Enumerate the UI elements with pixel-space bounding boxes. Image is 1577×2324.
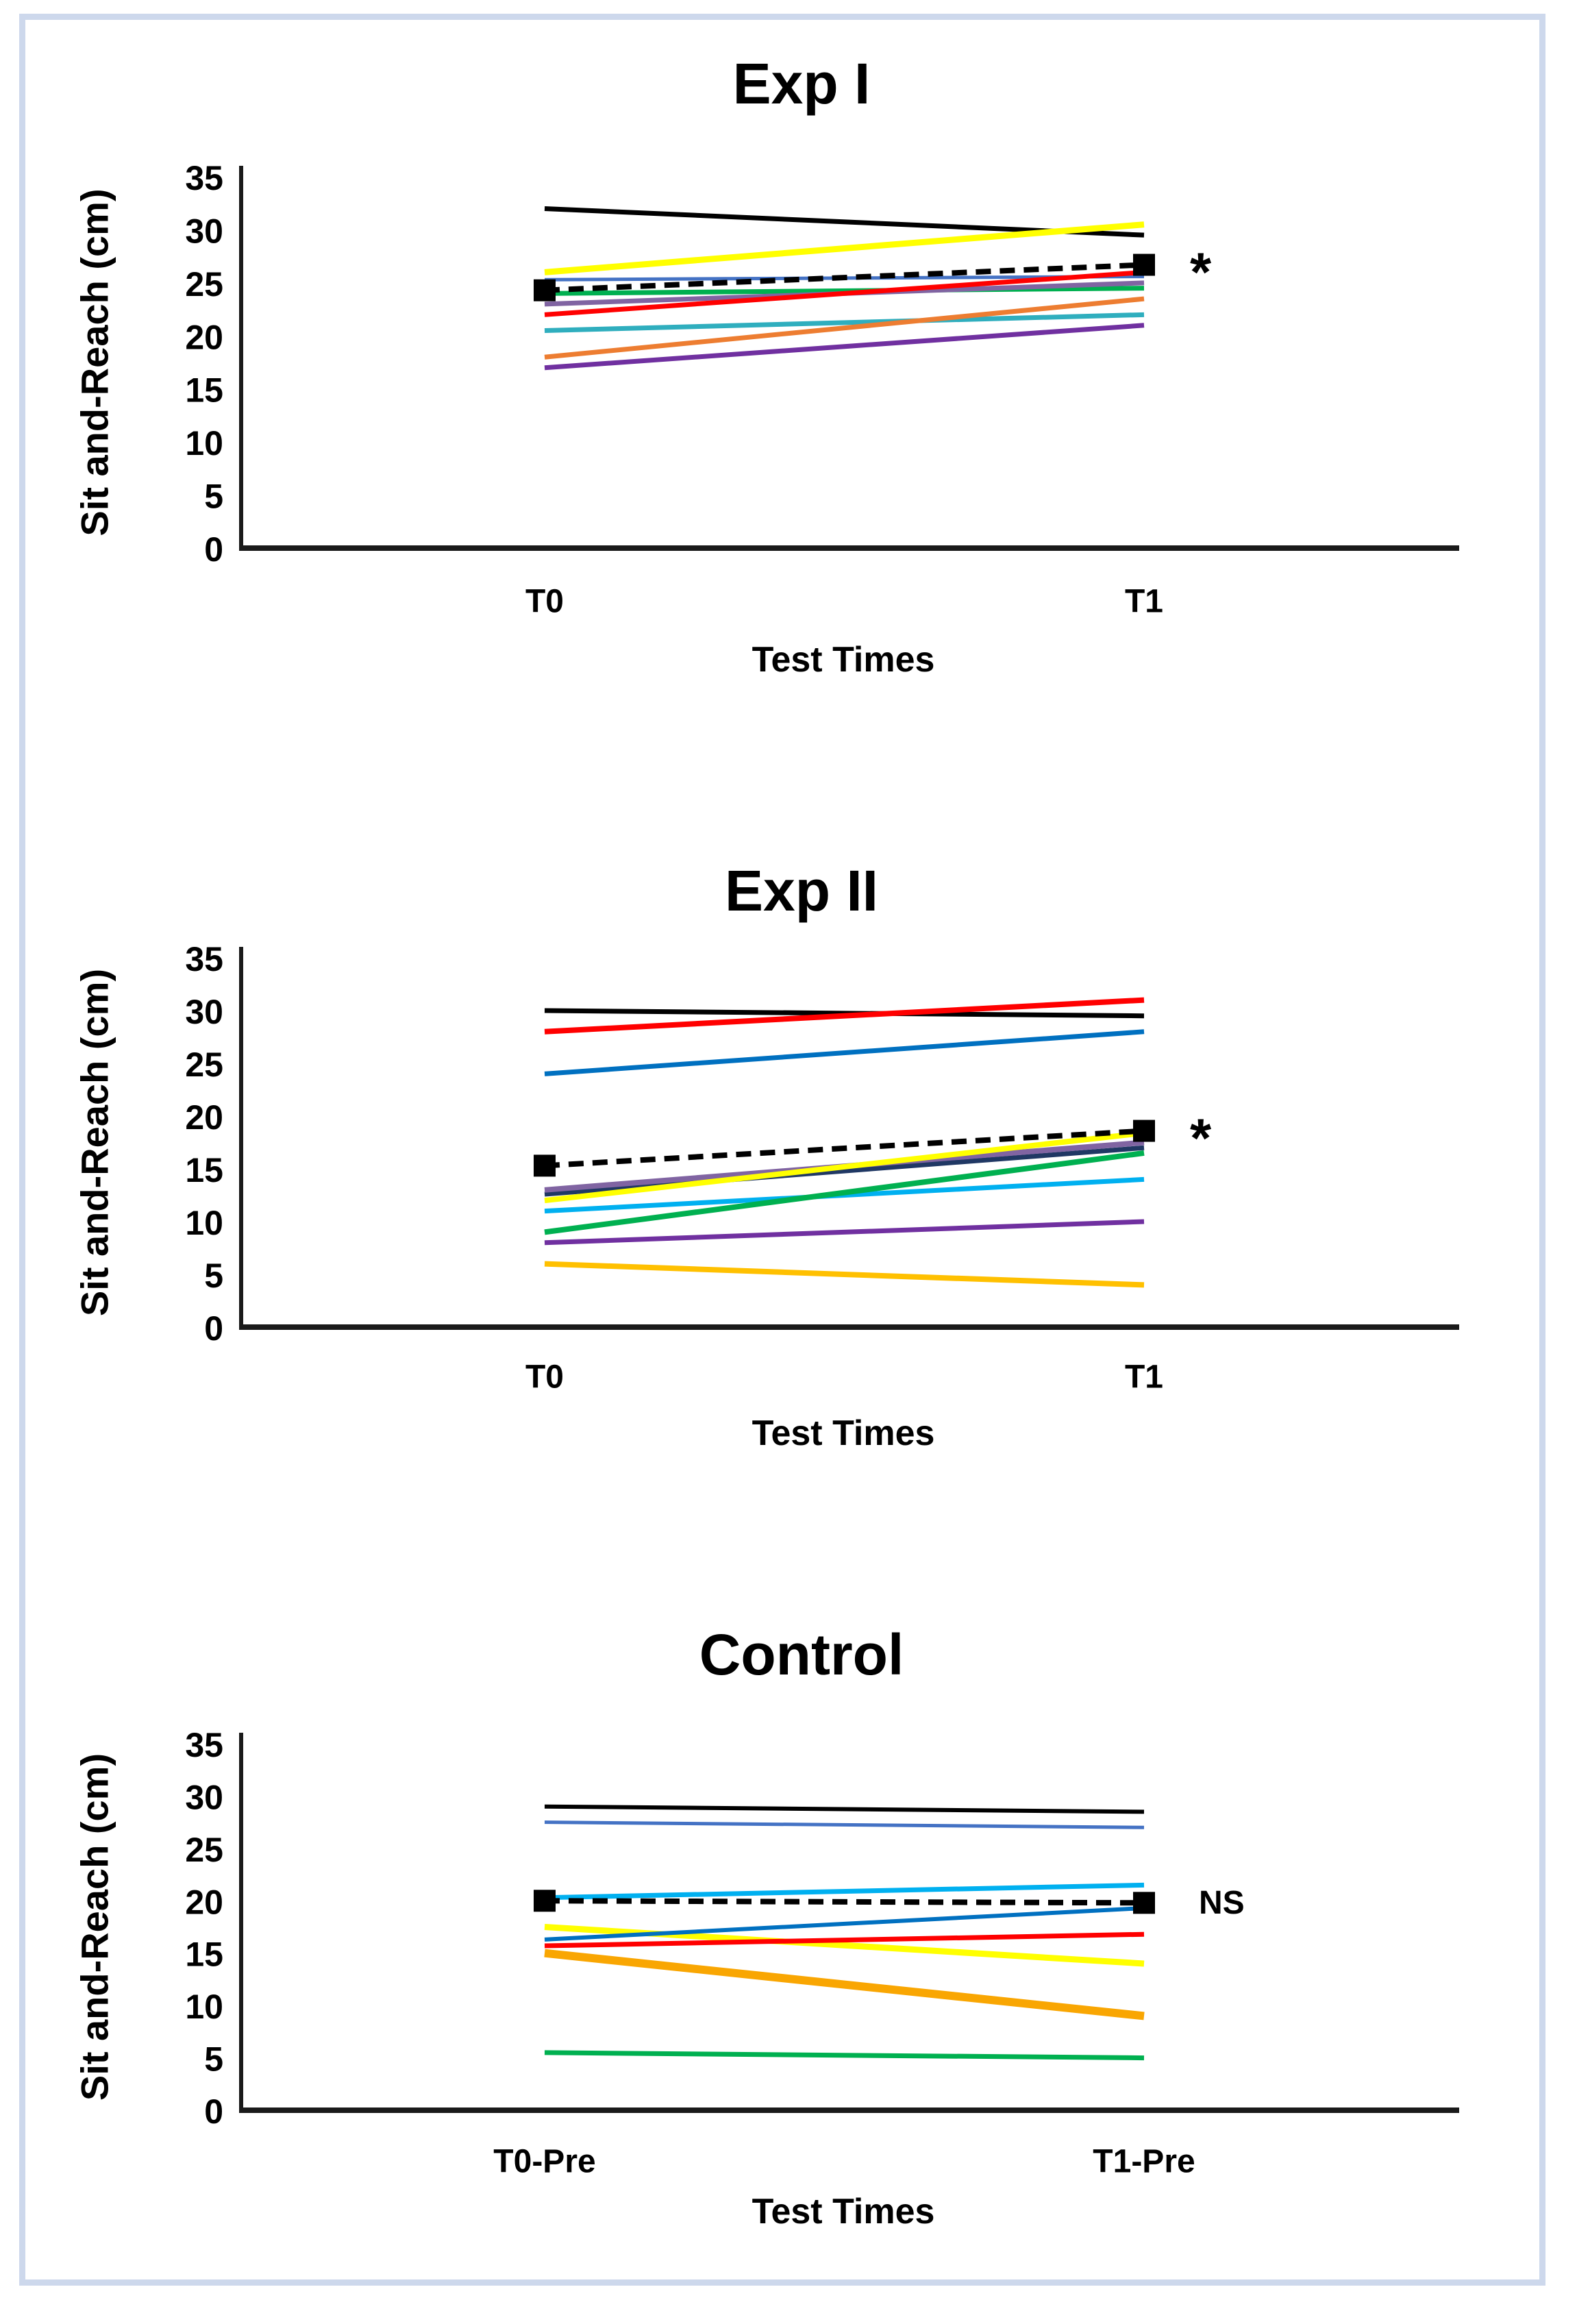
series-participant-green: [544, 2050, 1145, 2061]
series-mean: [534, 1890, 1155, 1914]
series-participant-red: [544, 1931, 1145, 1949]
mean-marker-end: [1133, 1892, 1155, 1914]
y-tick-label: 0: [204, 1309, 223, 1348]
axes: [239, 166, 1459, 551]
y-axis-title: Sit and-Reach (cm): [73, 969, 116, 1316]
series-participant-black: [544, 1804, 1145, 1814]
y-tick-label: 25: [185, 265, 223, 304]
y-tick-label: 5: [204, 2040, 223, 2079]
y-tick-label: 25: [185, 1046, 223, 1084]
chart-title: Exp I: [733, 51, 871, 116]
y-tick-label: 5: [204, 1257, 223, 1295]
series-participant-orange: [544, 296, 1145, 360]
y-tick-label: 15: [185, 1151, 223, 1189]
y-tick-label: 15: [185, 1936, 223, 1974]
series-participant-blue: [544, 1905, 1145, 1942]
mean-marker-start: [534, 1154, 556, 1177]
series-participant-blue: [544, 1029, 1145, 1076]
y-axis-title: Sit and-Reach (cm): [73, 188, 116, 536]
figure-border: [19, 14, 1545, 2286]
chart-exp-ii: Exp II 0 5 10 15 20 25 30 35 Sit and-Reach (cm) T0…: [73, 858, 1459, 1453]
y-tick-label: 10: [185, 1988, 223, 2026]
y-tick-label: 10: [185, 1204, 223, 1242]
significance-label: *: [1190, 242, 1212, 303]
x-axis-title: Test Times: [752, 640, 935, 680]
series-participant-amber: [544, 1261, 1145, 1288]
series-participant-red: [544, 269, 1145, 317]
x-tick-label: T0-Pre: [493, 2144, 595, 2180]
mean-marker-end: [1133, 254, 1155, 276]
significance-label: *: [1190, 1108, 1212, 1169]
y-tick-label: 30: [185, 993, 223, 1031]
chart-exp-i: Exp I 0 5 10 15 20 25 30 35 Sit and-Reach (cm) T0 T…: [73, 51, 1459, 680]
axes: [239, 947, 1459, 1330]
series-participant-red: [544, 997, 1145, 1035]
y-tick-label: 0: [204, 2092, 223, 2131]
y-tick-label: 35: [185, 1726, 223, 1764]
y-tick-label: 20: [185, 1883, 223, 1921]
chart-title: Control: [699, 1622, 904, 1687]
y-tick-label: 35: [185, 159, 223, 197]
x-axis-title: Test Times: [752, 2192, 935, 2232]
y-tick-label: 5: [204, 478, 223, 516]
y-tick-label: 35: [185, 940, 223, 978]
axes: [239, 1733, 1459, 2113]
x-axis-title: Test Times: [752, 1413, 935, 1453]
x-tick-label: T1-Pre: [1093, 2144, 1195, 2180]
y-tick-label: 30: [185, 212, 223, 250]
chart-title: Exp II: [725, 858, 878, 923]
series-participant-yellow: [544, 221, 1145, 275]
series-mean: [534, 254, 1155, 301]
x-tick-label: T1: [1125, 1359, 1163, 1396]
series-participant-teal: [544, 312, 1145, 334]
series-participant-navy: [544, 1145, 1145, 1197]
y-tick-label: 20: [185, 318, 223, 356]
series-participant-orange-thick: [544, 1949, 1145, 2020]
y-tick-label: 10: [185, 424, 223, 462]
y-tick-label: 25: [185, 1831, 223, 1869]
x-tick-label: T1: [1125, 584, 1163, 620]
mean-marker-end: [1133, 1120, 1155, 1142]
y-tick-label: 0: [204, 530, 223, 569]
series-mean: [534, 1120, 1155, 1177]
mean-marker-start: [534, 279, 556, 301]
series-participant-green: [544, 286, 1145, 296]
y-tick-label: 15: [185, 371, 223, 410]
x-tick-label: T0: [525, 1359, 564, 1396]
series-participant-yellow: [544, 1130, 1145, 1204]
significance-label: NS: [1199, 1885, 1245, 1921]
y-tick-label: 20: [185, 1098, 223, 1137]
x-tick-label: T0: [525, 584, 564, 620]
mean-marker-start: [534, 1890, 556, 1912]
series-participant-royal: [544, 1820, 1145, 1829]
series-participant-violet: [544, 1219, 1145, 1246]
y-axis-title: Sit and-Reach (cm): [73, 1753, 116, 2101]
chart-control: Control 0 5 10 15 20 25 30 35 Sit and-Reach (cm) T…: [73, 1622, 1459, 2232]
y-tick-label: 30: [185, 1778, 223, 1816]
series-participant-sky: [544, 1882, 1145, 1901]
series-participant-green: [544, 1150, 1145, 1235]
series-participant-violet: [544, 323, 1145, 371]
